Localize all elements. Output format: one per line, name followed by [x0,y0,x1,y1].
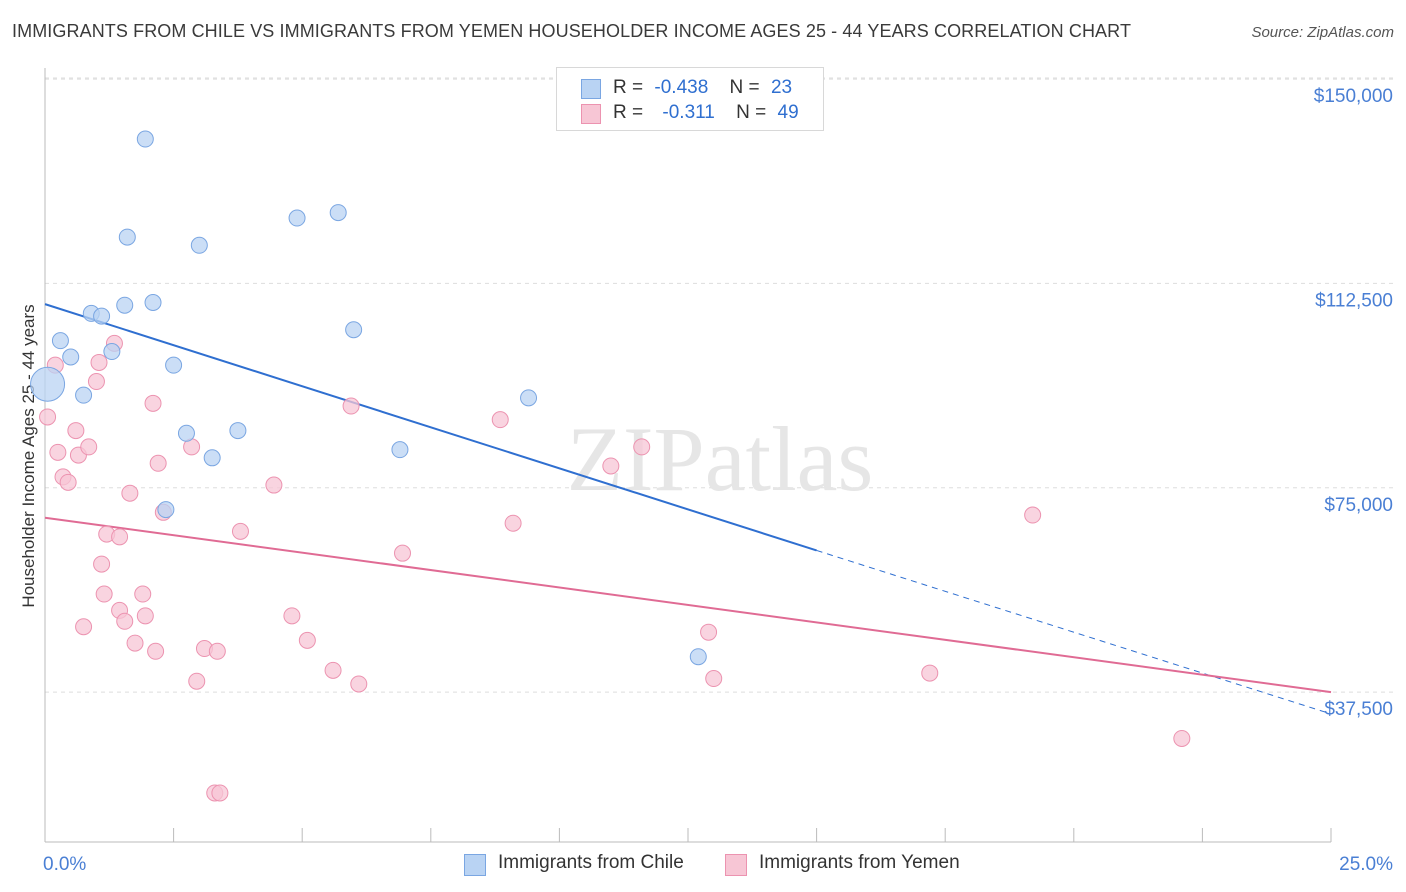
legend-r-label: R = [613,77,644,98]
point-chile [62,348,80,366]
point-yemen [211,784,229,802]
point-yemen [265,476,283,494]
point-yemen [491,411,509,429]
point-yemen [111,528,129,546]
point-chile [229,422,247,440]
point-chile [391,441,409,459]
point-yemen [342,397,360,415]
y-tick-label: $112,500 [1315,290,1393,311]
y-tick-label: $37,500 [1324,699,1393,720]
point-chile [203,449,221,467]
point-yemen [283,607,301,625]
point-yemen [121,484,139,502]
point-yemen [59,473,77,491]
point-yemen [80,438,98,456]
point-chile [190,236,208,254]
point-yemen [1173,729,1191,747]
point-chile [51,332,69,350]
point-chile [103,343,121,361]
bottom-legend-label-yemen: Immigrants from Yemen [759,852,960,873]
point-chile [93,307,111,325]
trend-line-chile [44,303,817,552]
legend-swatch-chile [581,79,601,99]
bottom-legend-label-chile: Immigrants from Chile [498,852,684,873]
points-layer [30,130,1191,802]
ticks-layer: $37,500 $75,000 $112,500 $150,000 0.0% 25.0% [43,86,1393,875]
point-yemen [39,408,57,426]
point-yemen [134,585,152,603]
point-chile [520,389,538,407]
point-chile [177,424,195,442]
legend-text-chile: R = -0.438 N = 23 [613,77,792,99]
watermark: ZIPatlas [567,408,874,510]
legend-r-label: R = [613,102,644,123]
legend-n-label: N = [729,77,760,98]
x-tick-label: 0.0% [43,854,86,875]
point-yemen [126,634,144,652]
point-yemen [208,642,226,660]
legend-n-value: 49 [777,102,799,123]
y-tick-label: $75,000 [1324,495,1393,516]
point-yemen [95,585,113,603]
point-chile [116,296,134,314]
legend-r-value: -0.311 [662,102,715,123]
point-yemen [116,612,134,630]
point-chile [144,294,162,312]
point-chile [165,356,183,374]
point-yemen [149,454,167,472]
point-yemen [921,664,939,682]
legend-text-yemen: R = -0.311 N = 49 [613,102,799,124]
correlation-legend: R = -0.438 N = 23 R = -0.311 N = 49 [556,67,824,131]
point-yemen [67,422,85,440]
point-yemen [700,623,718,641]
axes-layer [44,68,1332,843]
point-chile [118,228,136,246]
point-yemen [602,457,620,475]
legend-n-value: 23 [770,77,793,98]
point-yemen [324,661,342,679]
grid-layer [45,77,1395,693]
point-yemen [298,631,316,649]
chart-title: IMMIGRANTS FROM CHILE VS IMMIGRANTS FROM… [12,21,1132,41]
point-yemen [350,675,368,693]
point-yemen [504,514,522,532]
point-chile [689,648,707,666]
legend-n-label: N = [736,102,767,123]
point-yemen [144,394,162,412]
point-yemen [394,544,412,562]
point-yemen [633,438,651,456]
point-chile [75,386,93,404]
point-yemen [93,555,111,573]
trend-line-yemen [44,516,1332,694]
point-yemen [75,618,93,636]
point-yemen [705,670,723,688]
point-yemen [87,373,105,391]
source-label: Source: ZipAtlas.com [1251,24,1394,41]
point-chile [288,209,306,227]
trend-layer [44,303,1332,715]
point-yemen [90,353,108,371]
point-chile [157,501,175,519]
trend-line-chile-extension [816,549,1332,715]
x-tick-label: 25.0% [1339,854,1393,875]
legend-swatch-yemen [581,104,601,124]
point-chile [30,366,66,402]
legend-r-value: -0.438 [654,77,709,98]
point-chile [136,130,154,148]
point-yemen [136,607,154,625]
point-chile [329,204,347,222]
point-yemen [49,443,67,461]
y-tick-label: $150,000 [1314,86,1393,107]
bottom-legend-swatch-yemen [725,854,747,876]
point-yemen [1024,506,1042,524]
point-chile [345,321,363,339]
point-yemen [147,642,165,660]
point-yemen [231,522,249,540]
bottom-legend-swatch-chile [464,854,486,876]
point-yemen [188,672,206,690]
